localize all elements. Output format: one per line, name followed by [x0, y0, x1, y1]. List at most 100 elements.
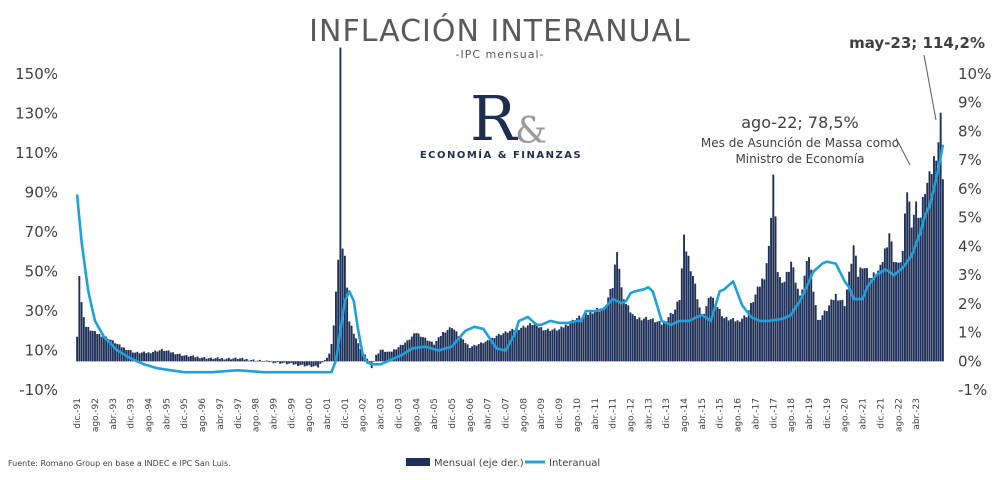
- bar-mensual: [660, 324, 663, 362]
- bar-mensual: [796, 288, 799, 362]
- bar-mensual: [794, 282, 797, 362]
- bar-mensual: [602, 307, 605, 362]
- bar-mensual: [821, 315, 824, 362]
- bar-mensual: [658, 321, 661, 362]
- bar-mensual: [808, 257, 810, 362]
- bar-mensual: [317, 361, 320, 368]
- x-tick-label: ago.-94: [145, 398, 155, 432]
- bar-mensual: [486, 340, 489, 362]
- bar-mensual: [319, 361, 322, 364]
- bar-mensual: [542, 330, 545, 362]
- legend-swatch-mensual: [406, 458, 430, 466]
- bar-mensual: [642, 318, 645, 362]
- bar-mensual: [395, 349, 398, 362]
- bar-mensual: [163, 351, 166, 362]
- bar-mensual: [671, 313, 674, 362]
- bar-mensual: [196, 356, 199, 362]
- y-left-tick-label: 130%: [15, 105, 58, 123]
- bar-mensual: [221, 357, 224, 362]
- bar-mensual: [152, 351, 154, 362]
- bar-mensual: [767, 245, 770, 362]
- bar-mensual: [524, 327, 527, 362]
- chart-title: INFLACIÓN INTERANUAL: [309, 12, 691, 49]
- bar-mensual: [517, 329, 520, 362]
- bar-mensual: [613, 264, 616, 362]
- bar-mensual: [388, 351, 391, 362]
- bar-mensual: [939, 112, 942, 362]
- bar-mensual: [852, 245, 855, 362]
- x-tick-label: abr.-01: [323, 398, 333, 430]
- bar-mensual: [573, 321, 576, 362]
- source-note: Fuente: Romano Group en base a INDEC e I…: [8, 459, 231, 468]
- bar-mensual: [109, 339, 112, 362]
- bar-mensual: [584, 313, 587, 362]
- x-tick-label: abr.-15: [698, 398, 708, 430]
- x-tick-label: ago.-10: [573, 398, 583, 432]
- x-tick-label: dic.-17: [769, 398, 779, 429]
- bar-mensual: [279, 361, 282, 364]
- bar-mensual: [261, 361, 264, 362]
- bar-mensual: [814, 305, 817, 362]
- bar-mensual: [203, 357, 206, 362]
- bar-mensual: [323, 360, 326, 362]
- bar-mensual: [663, 320, 665, 362]
- y-left-tick-label: 30%: [25, 302, 58, 320]
- bar-mensual: [678, 299, 681, 362]
- bar-mensual: [756, 286, 759, 362]
- bar-mensual: [665, 321, 668, 362]
- bar-mensual: [732, 318, 735, 362]
- bar-mensual: [874, 276, 877, 362]
- bar-mensual: [381, 349, 384, 362]
- bar-mensual: [520, 327, 523, 362]
- bar-mensual: [560, 326, 563, 362]
- bar-mensual: [698, 307, 701, 362]
- bar-mensual: [776, 272, 779, 362]
- bar-mensual: [714, 305, 717, 362]
- bar-mensual: [729, 319, 732, 362]
- bar-mensual: [85, 326, 87, 362]
- bar-mensual: [723, 318, 726, 362]
- bar-mensual: [167, 350, 170, 362]
- bar-mensual: [491, 337, 494, 362]
- bar-mensual: [805, 260, 808, 362]
- bar-mensual: [185, 354, 188, 362]
- bar-mensual: [895, 262, 897, 362]
- y-axis-right: -1% 0% 1% 2% 3% 4% 5% 6% 7% 8% 9% 10%: [958, 65, 991, 399]
- bar-mensual: [341, 248, 344, 362]
- bar-mensual: [250, 360, 253, 362]
- bar-mensual: [941, 179, 944, 362]
- legend-label-interanual: Interanual: [549, 458, 600, 469]
- bar-mensual: [263, 361, 266, 362]
- bar-mensual: [100, 336, 103, 362]
- bar-mensual: [919, 217, 922, 362]
- bar-mensual: [134, 352, 137, 362]
- bar-mensual: [725, 316, 728, 362]
- bar-mensual: [553, 328, 556, 362]
- bar-mensual: [823, 310, 826, 362]
- bar-mensual: [656, 321, 659, 362]
- bar-mensual: [310, 361, 313, 367]
- annotation-massa-leader: [895, 137, 911, 166]
- y-left-tick-label: 110%: [15, 144, 58, 162]
- bar-mensual: [457, 336, 460, 362]
- bar-mensual: [908, 201, 911, 362]
- bar-mensual: [872, 272, 875, 362]
- bar-mensual: [551, 329, 554, 362]
- bar-mensual: [718, 308, 721, 362]
- bar-mensual: [770, 217, 773, 362]
- bar-mensual: [772, 174, 775, 362]
- bar-mensual: [654, 322, 656, 362]
- x-tick-label: dic.-13: [662, 398, 672, 429]
- y-right-tick-label: 8%: [958, 122, 982, 140]
- x-tick-label: abr.-09: [537, 398, 547, 430]
- x-tick-label: dic.-19: [823, 398, 833, 429]
- bar-mensual: [377, 353, 380, 362]
- bar-mensual: [897, 262, 900, 362]
- bar-mensual: [236, 359, 239, 362]
- x-tick-label: abr.-07: [484, 398, 494, 430]
- bar-mensual: [305, 361, 308, 366]
- bar-mensual: [747, 310, 750, 362]
- bar-mensual: [468, 347, 471, 362]
- bar-mensual: [752, 302, 755, 362]
- bar-mensual: [484, 341, 487, 362]
